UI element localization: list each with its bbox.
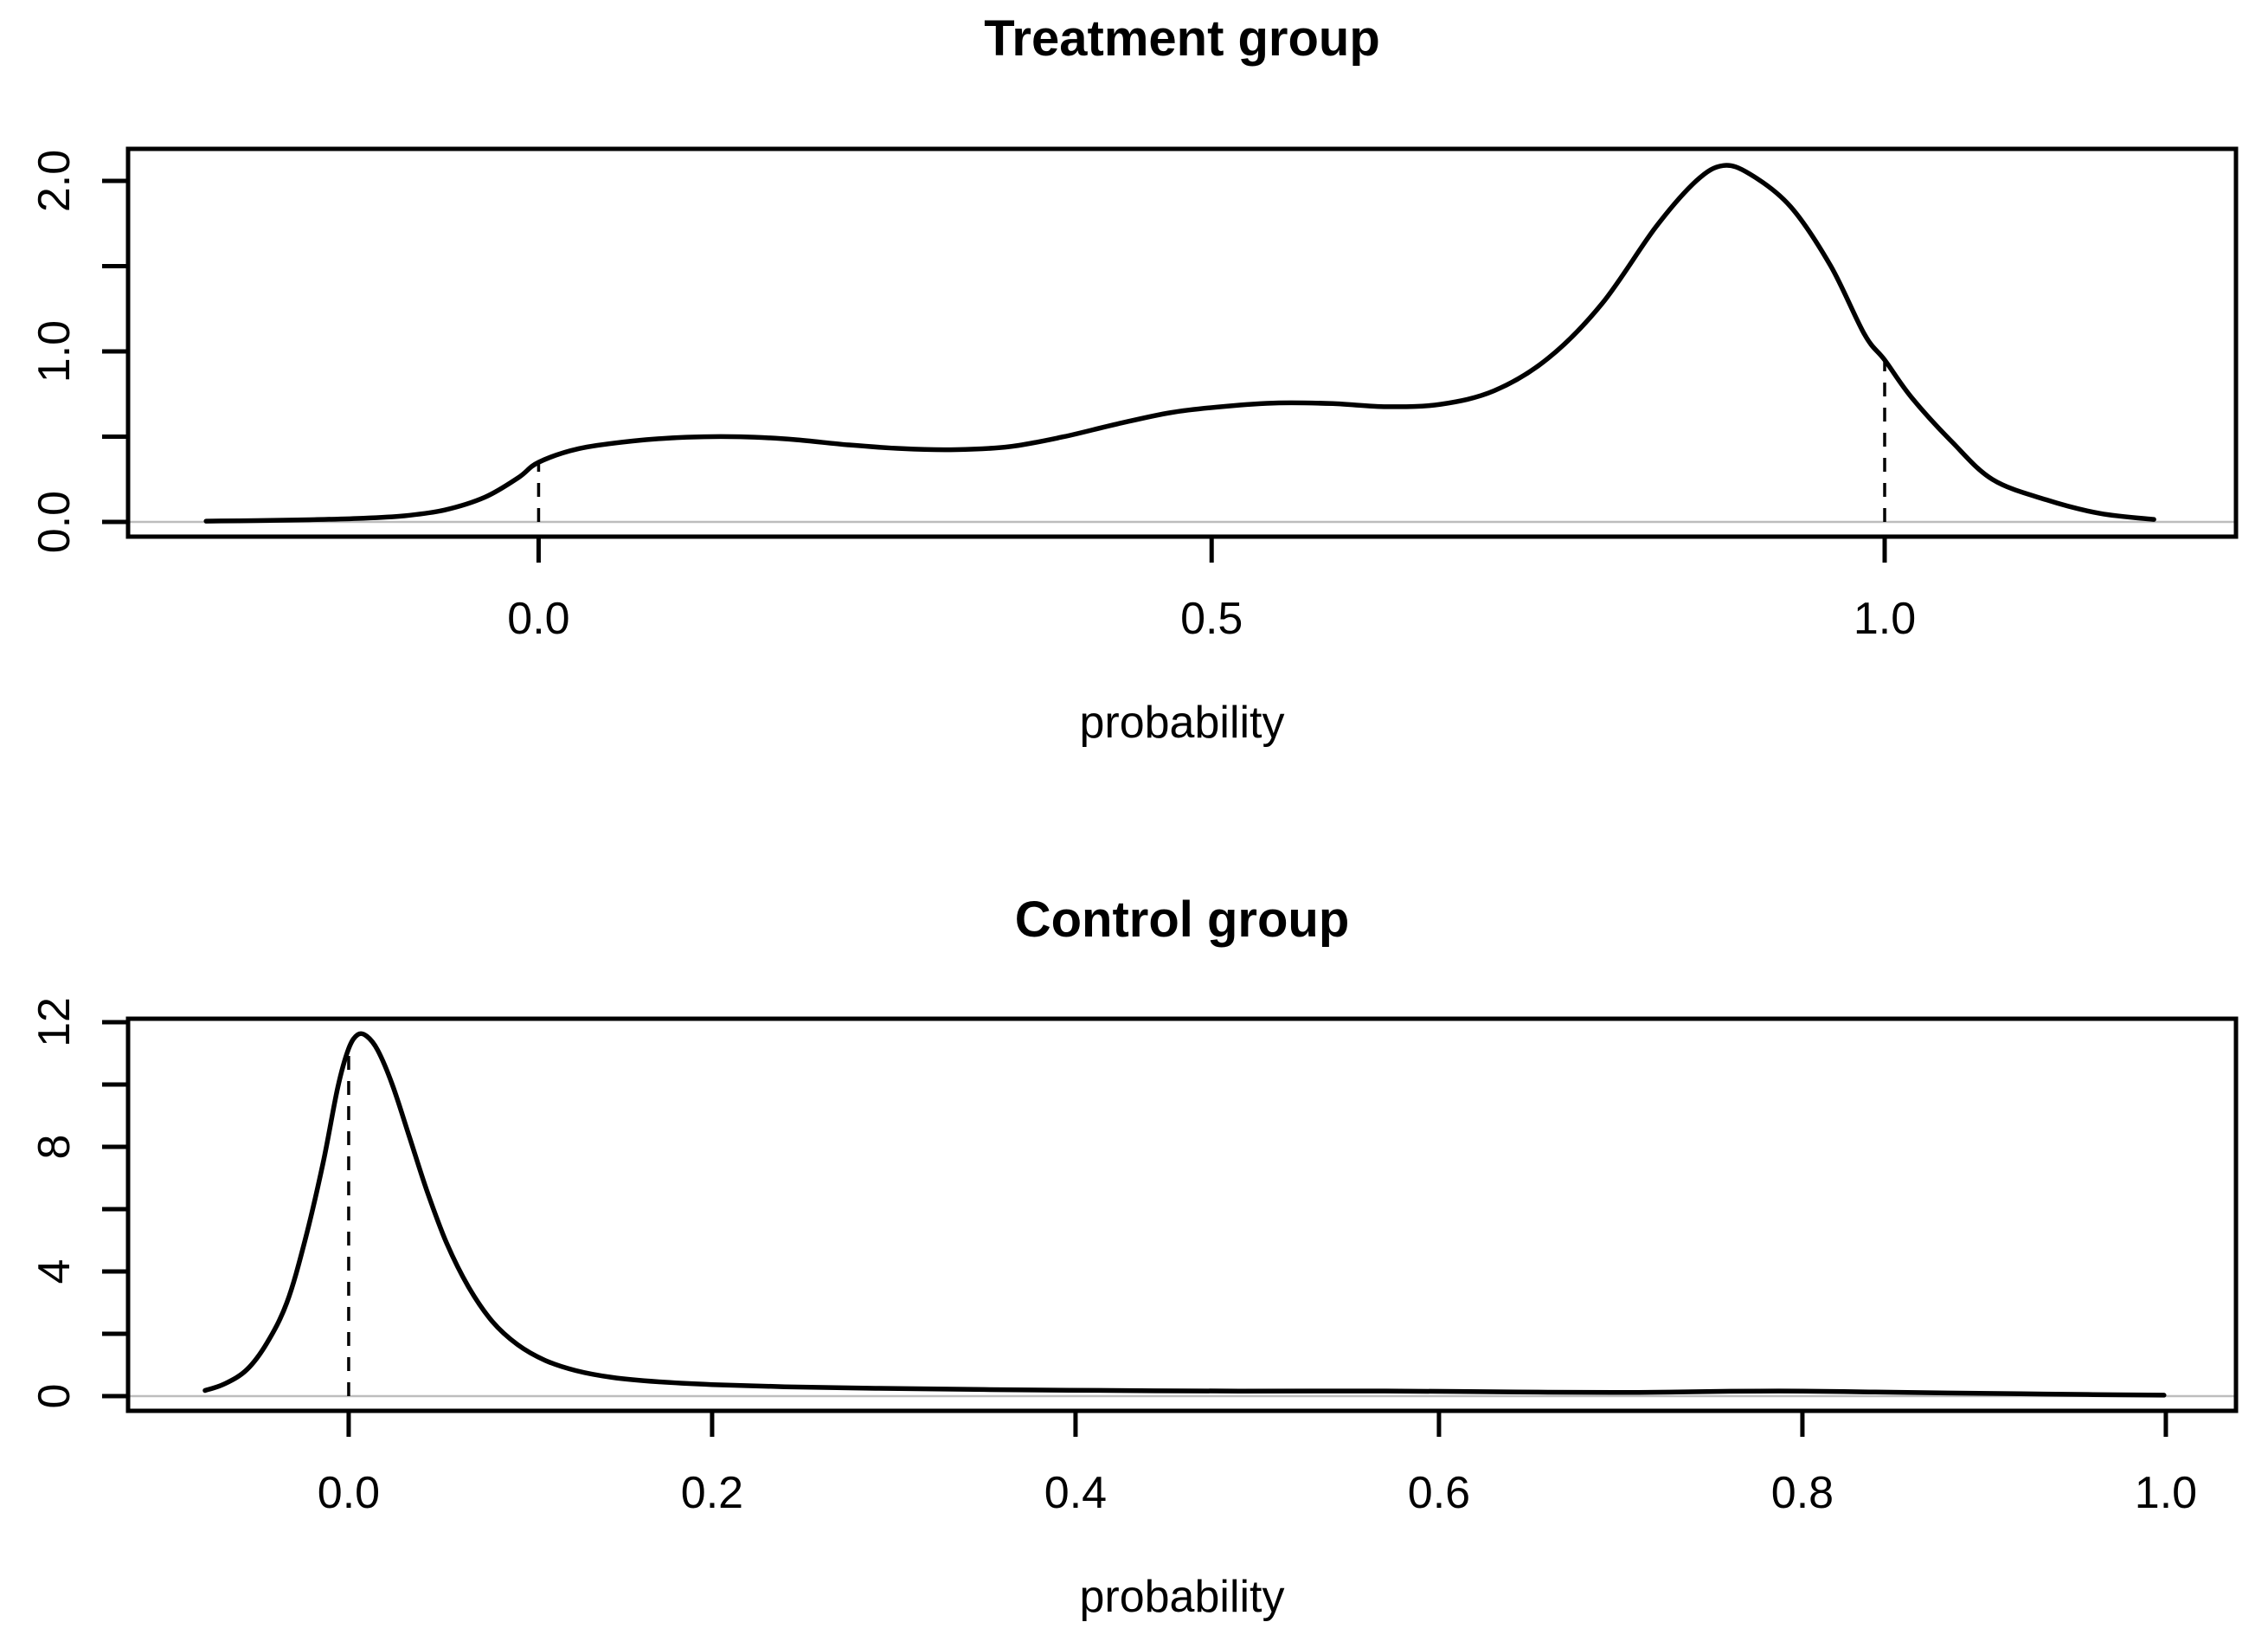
x-tick-label: 1.0 xyxy=(2135,1468,2197,1518)
y-tick-label: 8 xyxy=(29,1135,80,1160)
control-panel-title: Control group xyxy=(1015,892,1350,948)
x-tick-label: 0.0 xyxy=(507,594,569,644)
y-tick-label: 1.0 xyxy=(29,320,80,383)
control-panel: Control group 0.0 0.2 0.4 0.6 0.8 1.0 0 4 8 12 pr… xyxy=(29,892,2239,1622)
treatment-panel: Treatment group 0.0 0.5 1.0 0.0 1.0 2.0 proba… xyxy=(29,10,2239,748)
treatment-x-axis-label: probability xyxy=(1079,698,1284,748)
y-tick-label: 4 xyxy=(29,1259,80,1284)
density-curve xyxy=(202,1031,2167,1398)
x-tick-label: 1.0 xyxy=(1854,594,1916,644)
x-tick-label: 0.6 xyxy=(1408,1468,1470,1518)
treatment-panel-title: Treatment group xyxy=(984,10,1380,67)
plot-box xyxy=(125,146,2239,539)
x-tick-label: 0.4 xyxy=(1044,1468,1107,1518)
y-tick-label: 2.0 xyxy=(29,150,80,212)
plot-box xyxy=(125,1016,2239,1413)
y-tick-label: 0.0 xyxy=(29,491,80,553)
x-tick-label: 0.2 xyxy=(681,1468,743,1518)
control-x-axis-label: probability xyxy=(1079,1572,1284,1622)
x-tick-label: 0.5 xyxy=(1180,594,1243,644)
x-tick-label: 0.8 xyxy=(1771,1468,1834,1518)
treatment-plot-area: 0.0 0.5 1.0 0.0 1.0 2.0 xyxy=(29,146,2239,644)
x-tick-label: 0.0 xyxy=(318,1468,380,1518)
y-tick-label: 12 xyxy=(29,997,80,1047)
y-tick-label: 0 xyxy=(29,1384,80,1409)
control-plot-area: 0.0 0.2 0.4 0.6 0.8 1.0 0 4 8 12 xyxy=(29,997,2239,1518)
density-curve xyxy=(203,163,2156,524)
